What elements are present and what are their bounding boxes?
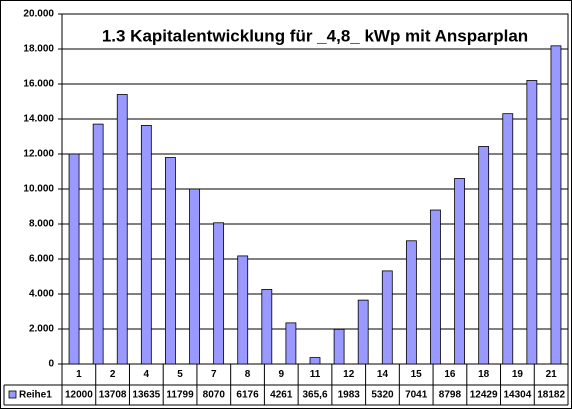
bar — [381, 270, 393, 365]
y-tick-label: 8.000 — [29, 219, 54, 230]
x-tick-label: 19 — [512, 369, 524, 380]
chart-title: 1.3 Kapitalentwicklung für _4,8_ kWp mit… — [102, 26, 528, 45]
bar — [526, 80, 538, 365]
y-tick-label: 12.000 — [23, 149, 54, 160]
x-tick-label: 7 — [211, 369, 217, 380]
bar — [333, 328, 345, 365]
table-value: 14304 — [503, 390, 531, 401]
bar — [405, 240, 417, 365]
y-tick-label: 18.000 — [23, 44, 54, 55]
x-tick-label: 12 — [343, 369, 355, 380]
table-value: 12000 — [65, 390, 93, 401]
table-value: 4261 — [270, 390, 293, 401]
table-value: 7041 — [405, 390, 428, 401]
bar — [285, 322, 297, 365]
table-value: 6176 — [236, 390, 259, 401]
bar — [454, 178, 465, 365]
x-tick-label: 15 — [411, 369, 423, 380]
x-tick-label: 9 — [278, 369, 284, 380]
y-tick-label: 6.000 — [29, 254, 54, 265]
bar — [550, 45, 562, 365]
x-tick-label: 4 — [144, 369, 150, 380]
x-tick-label: 16 — [444, 369, 456, 380]
bar — [68, 153, 80, 365]
x-tick-label: 2 — [110, 369, 116, 380]
x-tick-label: 8 — [245, 369, 251, 380]
bar — [357, 299, 369, 365]
table-value: 11799 — [166, 390, 194, 401]
table-value: 5320 — [371, 390, 394, 401]
x-tick-label: 14 — [377, 369, 389, 380]
table-value: 8070 — [203, 390, 226, 401]
table-value: 13708 — [99, 390, 127, 401]
bar — [213, 222, 225, 365]
bar — [309, 357, 321, 365]
x-tick-label: 11 — [310, 369, 321, 380]
y-tick-label: 4.000 — [29, 289, 54, 300]
bar — [502, 113, 514, 365]
table-value: 1983 — [338, 390, 361, 401]
table-value: 12429 — [470, 390, 498, 401]
y-tick-label: 20.000 — [23, 9, 54, 20]
x-tick-label: 18 — [478, 369, 490, 380]
x-tick-label: 5 — [177, 369, 183, 380]
table-value: 18182 — [537, 390, 565, 401]
y-tick-label: 14.000 — [23, 114, 54, 125]
y-tick-label: 10.000 — [23, 184, 54, 195]
bar — [116, 94, 128, 365]
bar — [92, 123, 104, 365]
bar — [237, 255, 249, 365]
table-value: 13635 — [132, 390, 160, 401]
table-value: 8798 — [439, 390, 462, 401]
bar — [140, 124, 152, 365]
y-tick-label: 0 — [48, 359, 54, 370]
bar — [478, 146, 490, 365]
x-tick-label: 21 — [546, 369, 558, 380]
y-tick-label: 16.000 — [23, 79, 54, 90]
y-tick-label: 2.000 — [29, 324, 54, 335]
bar — [189, 188, 200, 365]
legend-label: Reihe1 — [19, 390, 52, 401]
legend-swatch — [8, 390, 17, 399]
bar — [165, 157, 176, 365]
table-value: 365,6 — [302, 390, 327, 401]
bar — [261, 289, 273, 365]
x-tick-label: 1 — [76, 369, 82, 380]
bar — [430, 209, 441, 365]
